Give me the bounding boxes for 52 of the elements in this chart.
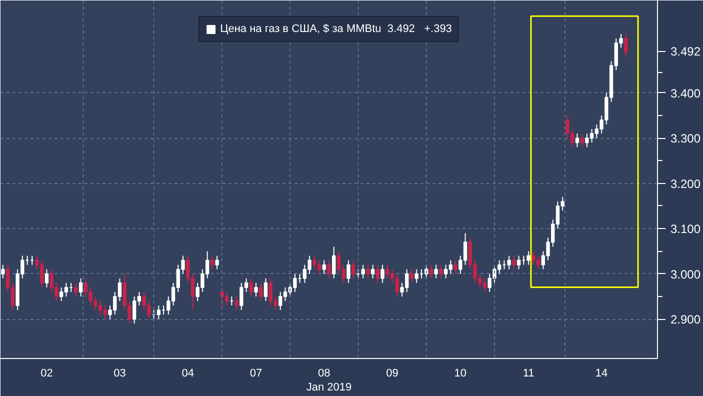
x-tick-label: 10 [454,368,467,380]
y-tick-label: 3.400 [670,86,701,100]
candlestick [234,296,238,311]
y-tick-label: 3.300 [670,132,701,146]
candlestick [346,260,350,284]
legend-label: Цена на газ в США, $ за MMBtu 3.492 +.393 [220,23,452,35]
candlestick [249,278,253,297]
y-tick-label: 3.100 [670,222,701,236]
x-tick-label: 02 [40,368,53,380]
y-tick-label: 2.900 [670,312,701,327]
candlestick [44,268,49,288]
candlestick [380,264,384,284]
y-tick-label: 3.492 [670,44,701,59]
candlestick [410,268,414,284]
x-tick-label: 04 [182,368,194,380]
candlestick [575,133,580,148]
candlestick [624,33,628,58]
x-tick-label: 03 [114,368,126,380]
candlestick [78,278,83,297]
x-tick-label: 08 [318,368,330,380]
candlestick [259,282,263,302]
candlestick [439,264,443,279]
candlestick [507,255,511,270]
y-tick-label: 3.200 [670,176,701,191]
candlestick [351,260,356,279]
x-tick-label: 11 [522,368,534,380]
x-axis-title: Jan 2019 [306,382,352,394]
candlestick [332,246,336,279]
candlestick [516,255,521,270]
x-tick-label: 07 [250,368,262,380]
candlestick [434,264,438,279]
candlestick [156,305,161,320]
candlestick [526,250,530,266]
candlestick [74,282,78,297]
candlestick [327,260,331,279]
y-tick-label: 3.000 [670,267,701,282]
candlestick [210,255,214,270]
candlestick [376,264,380,284]
candlestick [580,133,584,148]
candlestick [322,260,326,274]
candlestick [429,264,434,279]
candlestick [512,255,516,270]
candlestick [264,278,268,302]
x-tick-label: 14 [595,368,608,380]
candlestick [366,264,370,279]
candlestick [454,260,458,274]
candlestick [1,264,5,279]
candlestick [361,264,365,279]
x-tick-label: 09 [386,368,398,380]
candlestick [254,282,258,297]
candlestick [215,255,219,270]
candlestick [370,264,375,279]
